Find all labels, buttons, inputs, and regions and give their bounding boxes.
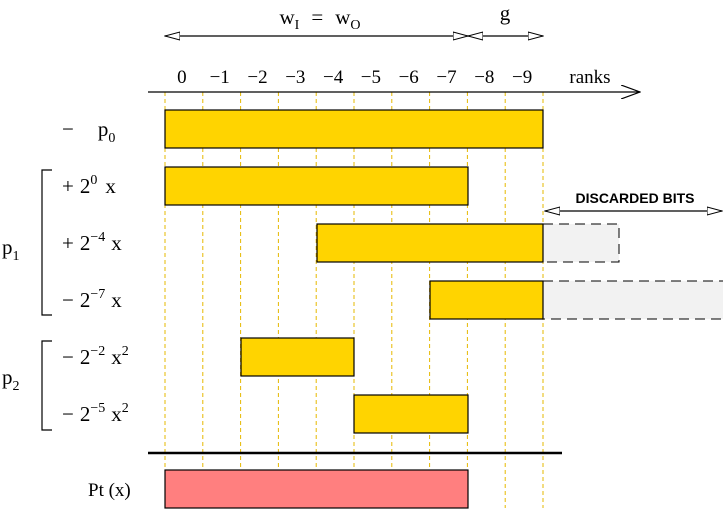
bar-p1b [316, 223, 544, 263]
bar-p1c [429, 280, 544, 320]
width-label: wI = wO [280, 5, 361, 33]
row-label-p1a: +20 x [62, 173, 116, 198]
bar-p2a [240, 337, 355, 377]
rank-label: −1 [210, 67, 230, 88]
rank-label: −4 [323, 67, 344, 88]
bar-p2b [353, 394, 469, 434]
row-label-p0: − p0 [62, 117, 115, 146]
rank-label: −6 [399, 67, 419, 88]
row-label-p1b: +2−4 x [62, 230, 122, 255]
rank-label: −2 [247, 67, 267, 88]
rank-label: −5 [361, 67, 381, 88]
rank-label: −7 [436, 67, 456, 88]
group-label-p2: p2 [2, 365, 20, 394]
rank-label: 0 [177, 67, 187, 88]
rank-label: −9 [512, 67, 532, 88]
group-label-p1: p1 [2, 235, 20, 264]
row-label-p2b: −2−5 x2 [62, 401, 129, 426]
row-label-p2a: −2−2 x2 [62, 344, 129, 369]
bar-p1a [164, 166, 469, 206]
rank-label: −8 [474, 67, 494, 88]
discarded-region-p1b [542, 223, 620, 263]
bracket-p1 [41, 169, 52, 316]
discarded-label: DISCARDED BITS [575, 190, 694, 206]
rank-label: −3 [285, 67, 305, 88]
rank-labels: 0 −1 −2 −3 −4 −5 −6 −7 −8 −9 [177, 67, 532, 88]
result-label: Pt (x) [88, 480, 131, 501]
row-label-p1c: −2−7 x [62, 287, 122, 312]
discarded-region-p1c [542, 280, 723, 320]
bracket-p2 [41, 340, 52, 431]
bar-p0 [164, 109, 544, 149]
ranks-label: ranks [569, 67, 610, 88]
bar-result [164, 469, 469, 509]
rank-guide-lines [164, 92, 544, 508]
guard-label: g [500, 1, 511, 25]
